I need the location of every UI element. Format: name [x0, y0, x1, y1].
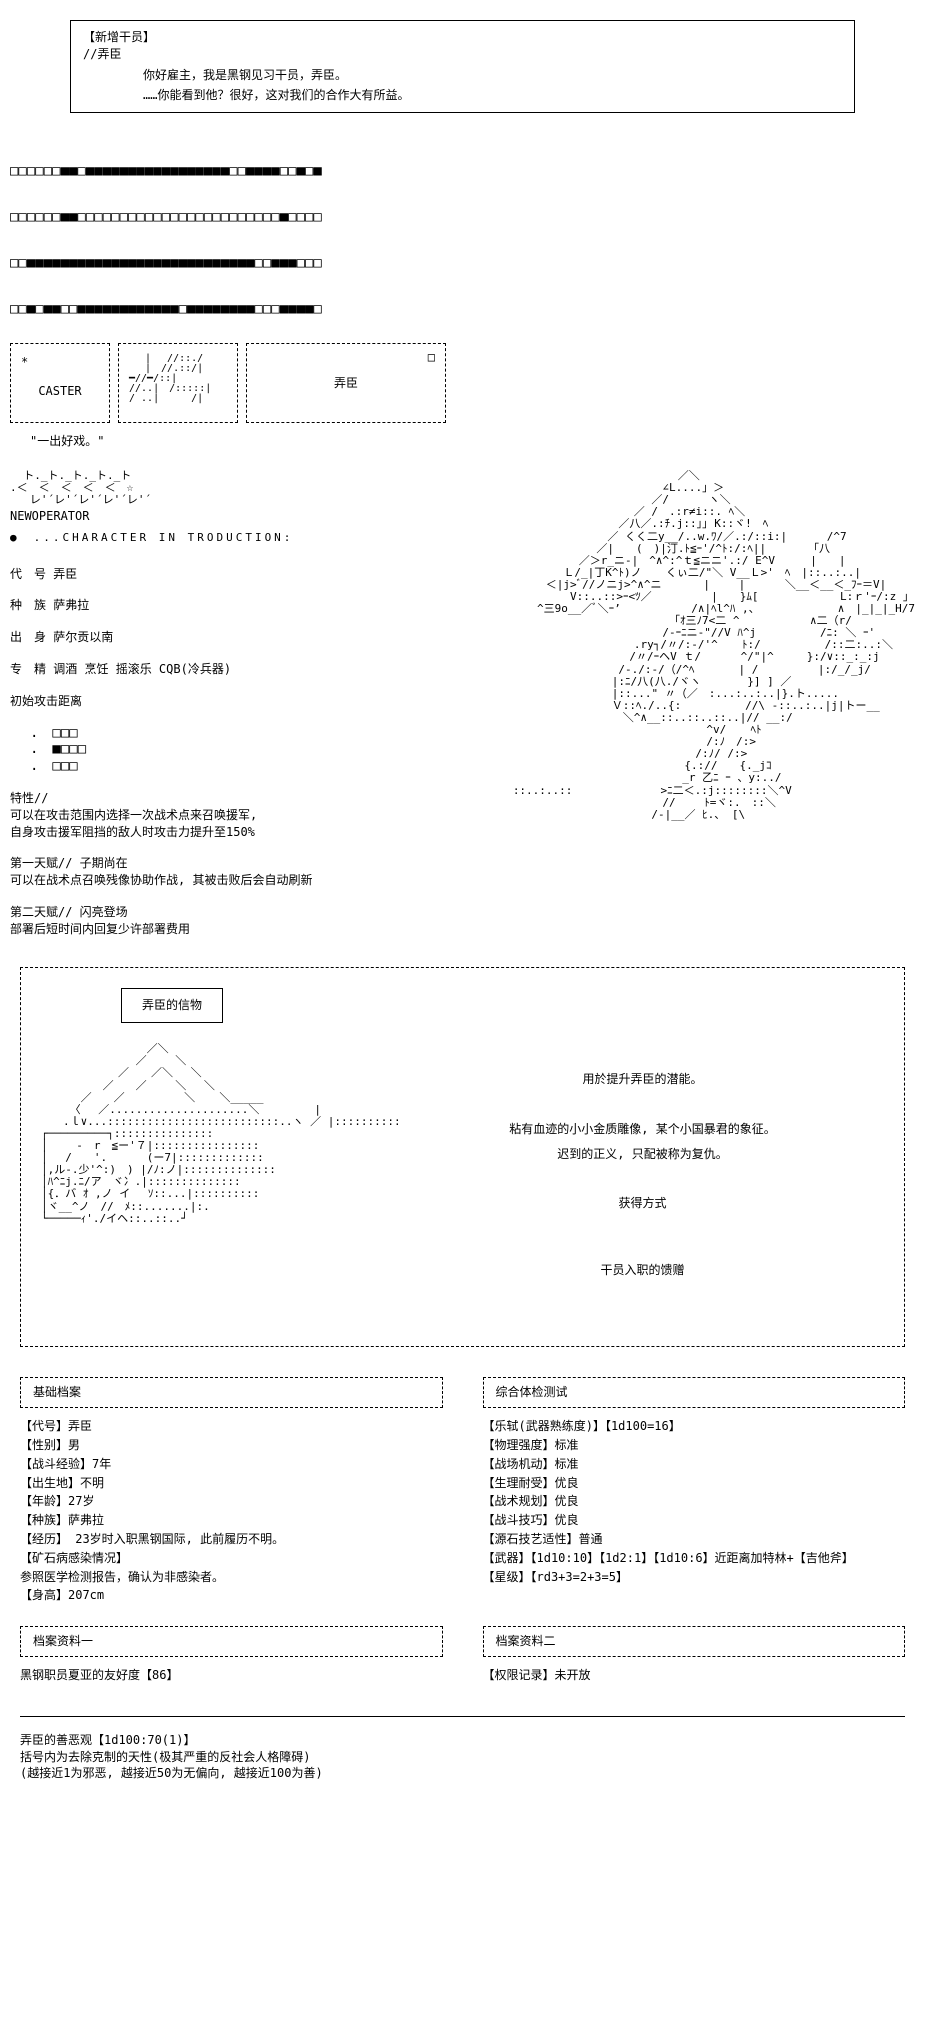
token-ascii-art: ／＼ ／ ＼ ／ ／＼ ＼ ／ ／ ＼ ＼ ／ ／ ＼ ＼_____ 〈 ／..… — [41, 1043, 401, 1286]
talent2-line: 部署后短时间内回复少许部署费用 — [10, 921, 450, 938]
talent2-header: 第二天赋// 闪亮登场 — [10, 904, 450, 921]
dialog-header-2: //弄臣 — [83, 46, 842, 63]
exam-arts: 【源石技艺适性】普通 — [483, 1531, 906, 1548]
specialty-value: 调酒 烹饪 摇滚乐 CQB(冷兵器) — [53, 662, 231, 676]
archive-columns: 档案资料一 黑钢职员夏亚的友好度【86】 档案资料二 【权限记录】未开放 — [20, 1626, 905, 1686]
profile-race: 【种族】萨弗拉 — [20, 1512, 443, 1529]
exam-tactical: 【战术规划】优良 — [483, 1493, 906, 1510]
race-label: 种 族 — [10, 598, 46, 612]
token-text: 用於提升弄臣的潜能。 粘有血迹的小小金质雕像, 某个小国暴君的象征。 迟到的正义… — [401, 1043, 884, 1286]
exam-weapons: 【武器】【1d10:10】【1d2:1】【1d10:6】近距离加特林+【吉他斧】 — [483, 1550, 906, 1567]
archive2-header: 档案资料二 — [483, 1626, 906, 1657]
new-operator-label: NEWOPERATOR — [10, 508, 450, 525]
profile-infection-label: 【矿石病感染情况】 — [20, 1550, 443, 1567]
squares-row-2: □□□□□□■■□□□□□□□□□□□□□□□□□□□□□□□□■□□□□ — [10, 210, 915, 225]
origin-label: 出 身 — [10, 630, 46, 644]
exam-header: 综合体检测试 — [483, 1377, 906, 1408]
exam-physical: 【物理强度】标准 — [483, 1437, 906, 1454]
codename-label: 代 号 — [10, 567, 46, 581]
profile-infection: 参照医学检测报告，确认为非感染者。 — [20, 1569, 443, 1586]
character-ascii-art: ／＼ ∠L....」＞ ／/ ヽ＼ ／ / .:r≠i::. ﾍ＼ ／八／.:ﾁ… — [513, 470, 915, 821]
dialog-line-2: ……你能看到他？很好，这对我们的合作大有所益。 — [83, 87, 842, 104]
origin-row: 出 身 萨尔贡以南 — [10, 629, 450, 646]
char-intro-label: ● ...CHARACTER IN TRODUCTION: — [10, 530, 450, 545]
range-label: 初始攻击距离 — [10, 693, 450, 710]
profile-birthplace: 【出生地】不明 — [20, 1475, 443, 1492]
trait-block: 特性// 可以在攻击范围内选择一次战术点来召唤援军, 自身攻击援军阻挡的敌人时攻… — [10, 790, 450, 840]
character-info: ト._ト._ト._ト._ト .＜ ＜ ＜ ＜ ＜ ☆ レ'´レ'´レ'´レ'´レ… — [10, 470, 450, 937]
profile-data: 【代号】弄臣 【性别】男 【战斗经验】7年 【出生地】不明 【年龄】27岁 【种… — [20, 1418, 443, 1604]
talent1-header: 第一天赋// 子期尚在 — [10, 855, 450, 872]
archive1-col: 档案资料一 黑钢职员夏亚的友好度【86】 — [20, 1626, 443, 1686]
token-desc-2: 粘有血迹的小小金质雕像, 某个小国暴君的象征。 — [401, 1121, 884, 1138]
profile-history: 【经历】 23岁时入职黑钢国际, 此前履历不明。 — [20, 1531, 443, 1548]
ascii-pattern-box: | //::./ | //.::/| ━//━/::| //..| /:::::… — [118, 343, 238, 423]
token-section: 弄臣的信物 ／＼ ／ ＼ ／ ／＼ ＼ ／ ／ ＼ ＼ ／ ／ ＼ ＼_____… — [20, 967, 905, 1347]
squares-row-1: □□□□□□■■□■■■■■■■■■■■■■■■■■□□■■■■□□■□■ — [10, 164, 915, 179]
talent2-block: 第二天赋// 闪亮登场 部署后短时间内回复少许部署费用 — [10, 904, 450, 938]
exam-mobility: 【战场机动】标准 — [483, 1456, 906, 1473]
archive2-col: 档案资料二 【权限记录】未开放 — [483, 1626, 906, 1686]
exam-col: 综合体检测试 【乐轼(武器熟练度)】【1d100=16】 【物理强度】标准 【战… — [483, 1377, 906, 1606]
operator-name: 弄臣 — [334, 375, 358, 392]
caster-box: * CASTER — [10, 343, 110, 423]
info-boxes-row: * CASTER | //::./ | //.::/| ━//━/::| //.… — [10, 343, 915, 423]
profile-gender: 【性别】男 — [20, 1437, 443, 1454]
trait-line-1: 可以在攻击范围内选择一次战术点来召唤援军, — [10, 807, 450, 824]
archive1-header: 档案资料一 — [20, 1626, 443, 1657]
exam-endurance: 【生理耐受】优良 — [483, 1475, 906, 1492]
exam-weapon: 【乐轼(武器熟练度)】【1d100=16】 — [483, 1418, 906, 1435]
footer-line-2: 括号内为去除克制的天性(极其严重的反社会人格障碍) — [20, 1749, 905, 1766]
profile-exp: 【战斗经验】7年 — [20, 1456, 443, 1473]
archive1-content: 黑钢职员夏亚的友好度【86】 — [20, 1667, 443, 1684]
talent1-block: 第一天赋// 子期尚在 可以在战术点召唤残像协助作战, 其被击败后会自动刷新 — [10, 855, 450, 889]
profile-height: 【身高】207cm — [20, 1587, 443, 1604]
trait-header: 特性// — [10, 790, 450, 807]
archive2-data: 【权限记录】未开放 — [483, 1667, 906, 1684]
name-box: □ 弄臣 — [246, 343, 446, 423]
corner-marker: □ — [428, 349, 435, 366]
token-desc-1: 用於提升弄臣的潜能。 — [401, 1071, 884, 1088]
specialty-label: 专 精 — [10, 662, 46, 676]
profile-columns: 基础档案 【代号】弄臣 【性别】男 【战斗经验】7年 【出生地】不明 【年龄】2… — [20, 1377, 905, 1606]
token-method-label: 获得方式 — [401, 1195, 884, 1212]
race-row: 种 族 萨弗拉 — [10, 597, 450, 614]
dialog-line-1: 你好雇主，我是黑钢见习干员，弄臣。 — [83, 67, 842, 84]
dialog-header-1: 【新增干员】 — [83, 29, 842, 46]
footer-line-1: 弄臣的善恶观【1d100:70(1)】 — [20, 1732, 905, 1749]
profile-col: 基础档案 【代号】弄臣 【性别】男 【战斗经验】7年 【出生地】不明 【年龄】2… — [20, 1377, 443, 1606]
exam-star: 【星级】【rd3+3=2+3=5】 — [483, 1569, 906, 1586]
token-method: 干员入职的馈赠 — [401, 1262, 884, 1279]
specialty-row: 专 精 调酒 烹饪 摇滚乐 CQB(冷兵器) — [10, 661, 450, 678]
main-section: ／＼ ∠L....」＞ ／/ ヽ＼ ／ / .:r≠i::. ﾍ＼ ／八／.:ﾁ… — [10, 470, 915, 937]
trait-line-2: 自身攻击援军阻挡的敌人时攻击力提升至150% — [10, 824, 450, 841]
token-content: ／＼ ／ ＼ ／ ／＼ ＼ ／ ／ ＼ ＼ ／ ／ ＼ ＼_____ 〈 ／..… — [41, 1043, 884, 1286]
footer-note: 弄臣的善恶观【1d100:70(1)】 括号内为去除克制的天性(极其严重的反社会… — [20, 1716, 905, 1782]
squares-row-3: □□■■■■■■■■■■■■■■■■■■■■■■■■■■■□□■■■□□□ — [10, 256, 915, 271]
exam-data: 【乐轼(武器熟练度)】【1d100=16】 【物理强度】标准 【战场机动】标准 … — [483, 1418, 906, 1585]
caster-label: CASTER — [21, 383, 99, 400]
archive1-data: 黑钢职员夏亚的友好度【86】 — [20, 1667, 443, 1684]
squares-pattern: □□□□□□■■□■■■■■■■■■■■■■■■■■□□■■■■□□■□■ □□… — [10, 133, 915, 333]
exam-combat: 【战斗技巧】优良 — [483, 1512, 906, 1529]
codename-value: 弄臣 — [53, 567, 77, 581]
archive2-content: 【权限记录】未开放 — [483, 1667, 906, 1684]
race-value: 萨弗拉 — [53, 598, 89, 612]
profile-codename: 【代号】弄臣 — [20, 1418, 443, 1435]
dialog-box: 【新增干员】 //弄臣 你好雇主，我是黑钢见习干员，弄臣。 ……你能看到他？很好… — [70, 20, 855, 113]
talent1-line: 可以在战术点召唤残像协助作战, 其被击败后会自动刷新 — [10, 872, 450, 889]
stars-decoration: ト._ト._ト._ト._ト .＜ ＜ ＜ ＜ ＜ ☆ レ'´レ'´レ'´レ'´レ… — [10, 470, 450, 506]
footer-line-3: (越接近1为邪恶, 越接近50为无偏向, 越接近100为善) — [20, 1765, 905, 1782]
range-grid: . □□□ . ■□□□ . □□□ — [30, 725, 450, 775]
token-desc-3: 迟到的正义, 只配被称为复仇。 — [401, 1146, 884, 1163]
profile-age: 【年龄】27岁 — [20, 1493, 443, 1510]
profile-header: 基础档案 — [20, 1377, 443, 1408]
star-marker: * — [21, 354, 99, 371]
token-title: 弄臣的信物 — [121, 988, 223, 1023]
codename-row: 代 号 弄臣 — [10, 566, 450, 583]
origin-value: 萨尔贡以南 — [53, 630, 113, 644]
squares-row-4: □□■□■■□□■■■■■■■■■■■■□■■■■■■■■□□□■■■■□ — [10, 302, 915, 317]
quote: "一出好戏。" — [30, 433, 895, 450]
